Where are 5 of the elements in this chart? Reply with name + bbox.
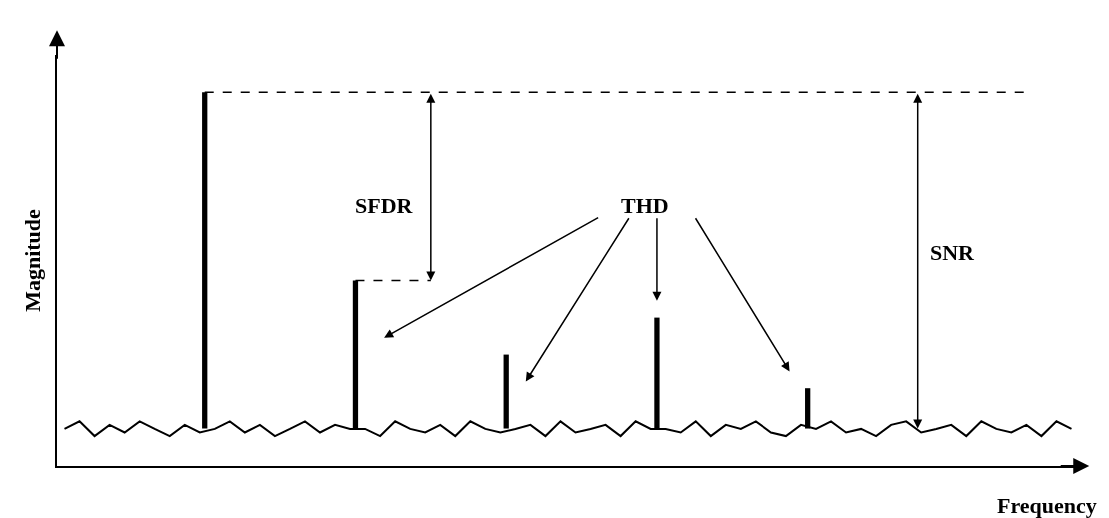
annotation: THD bbox=[621, 193, 669, 218]
annotation: SFDR bbox=[355, 193, 414, 218]
y-axis-title: Magnitude bbox=[20, 208, 46, 312]
text: SNR bbox=[930, 240, 976, 265]
x-axis-title: Frequency bbox=[997, 493, 1097, 518]
